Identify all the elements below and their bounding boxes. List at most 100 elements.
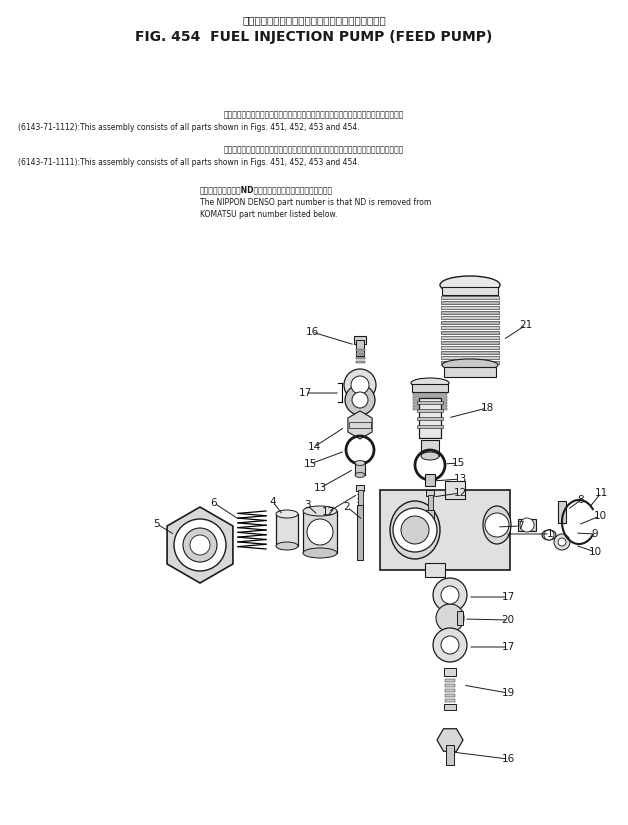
Bar [380,490,510,570]
Bar [355,349,364,351]
Bar [355,361,364,363]
Ellipse shape [421,452,439,460]
Bar [355,353,364,355]
Bar [441,300,499,304]
Circle shape [554,534,570,550]
Bar [425,474,435,486]
Bar [445,683,455,686]
Text: このアセンブリの構成品目は第４５１、４５２、４５３および第４５４図を含みます。: このアセンブリの構成品目は第４５１、４５２、４５３および第４５４図を含みます。 [224,110,404,119]
Bar [445,481,465,499]
Bar [355,357,364,359]
Bar [356,340,364,356]
Bar [413,393,447,395]
Text: 6: 6 [210,498,217,508]
Bar [442,287,498,295]
Text: KOMATSU part number listed below.: KOMATSU part number listed below. [200,210,337,219]
Text: 13: 13 [313,483,327,493]
Circle shape [190,535,210,555]
Ellipse shape [440,276,500,294]
Circle shape [436,604,464,632]
Text: 8: 8 [578,495,584,505]
Bar [445,699,455,701]
Bar [421,440,439,456]
Circle shape [344,369,376,401]
Text: 2: 2 [344,502,350,512]
Bar [349,422,371,428]
Bar [419,398,441,438]
Text: 15: 15 [303,459,317,469]
Text: (6143-71-1111):This assembly consists of all parts shown in Figs. 451, 452, 453 : (6143-71-1111):This assembly consists of… [18,158,360,167]
Ellipse shape [542,530,556,540]
Circle shape [183,528,217,562]
Bar [413,405,447,407]
Text: 3: 3 [304,500,310,510]
Text: (6143-71-1112):This assembly consists of all parts shown in Figs. 451, 452, 453 : (6143-71-1112):This assembly consists of… [18,123,360,132]
Bar [355,461,365,475]
Bar [428,495,433,513]
Circle shape [352,392,368,408]
Bar [444,367,496,377]
Text: FIG. 454  FUEL INJECTION PUMP (FEED PUMP): FIG. 454 FUEL INJECTION PUMP (FEED PUMP) [135,30,493,44]
Bar [445,689,455,691]
Circle shape [307,519,333,545]
Bar [356,485,364,491]
Ellipse shape [442,359,498,371]
Text: 12: 12 [453,488,467,498]
Text: 17: 17 [501,642,514,652]
Circle shape [441,586,459,604]
Polygon shape [348,411,372,439]
Text: 5: 5 [154,519,160,529]
Text: 17: 17 [501,592,514,602]
Ellipse shape [355,473,365,478]
Circle shape [485,513,509,537]
Circle shape [544,530,554,540]
Circle shape [433,578,467,612]
Bar [303,511,337,553]
Bar [441,351,499,353]
Text: 11: 11 [594,488,608,498]
Text: 21: 21 [519,320,533,330]
Bar [445,678,455,681]
Bar [518,519,536,531]
Circle shape [520,518,534,532]
Text: 14: 14 [307,442,321,452]
Text: 7: 7 [517,521,523,531]
Bar [425,563,445,577]
Text: 12: 12 [322,507,335,517]
Bar [441,305,499,309]
Text: The NIPPON DENSO part number is that ND is removed from: The NIPPON DENSO part number is that ND … [200,198,431,207]
Text: 20: 20 [501,615,514,625]
Circle shape [393,508,437,552]
Bar [441,326,499,328]
Text: 13: 13 [453,474,467,484]
Bar [413,399,447,401]
Bar [417,408,443,412]
Bar [441,310,499,314]
Bar [441,356,499,359]
Bar [444,704,456,710]
Bar [441,361,499,364]
Text: 16: 16 [305,327,318,337]
Circle shape [351,376,369,394]
Text: 9: 9 [592,529,598,539]
Ellipse shape [276,510,298,518]
Bar [558,501,566,523]
Circle shape [558,538,566,546]
Text: 10: 10 [588,547,602,557]
Bar [441,336,499,338]
Ellipse shape [411,378,449,388]
Polygon shape [437,728,463,752]
Ellipse shape [355,460,365,465]
Text: フェエルインジェクシェンポンプ　フィードポンプ: フェエルインジェクシェンポンプ フィードポンプ [242,15,386,25]
Bar [413,396,447,398]
Ellipse shape [276,542,298,550]
Ellipse shape [483,506,511,544]
Circle shape [401,516,429,544]
Bar [446,745,454,765]
Ellipse shape [303,506,337,516]
Bar [441,346,499,348]
Text: 18: 18 [480,403,494,413]
Bar [357,505,363,559]
Circle shape [345,385,375,415]
Bar [441,295,499,299]
